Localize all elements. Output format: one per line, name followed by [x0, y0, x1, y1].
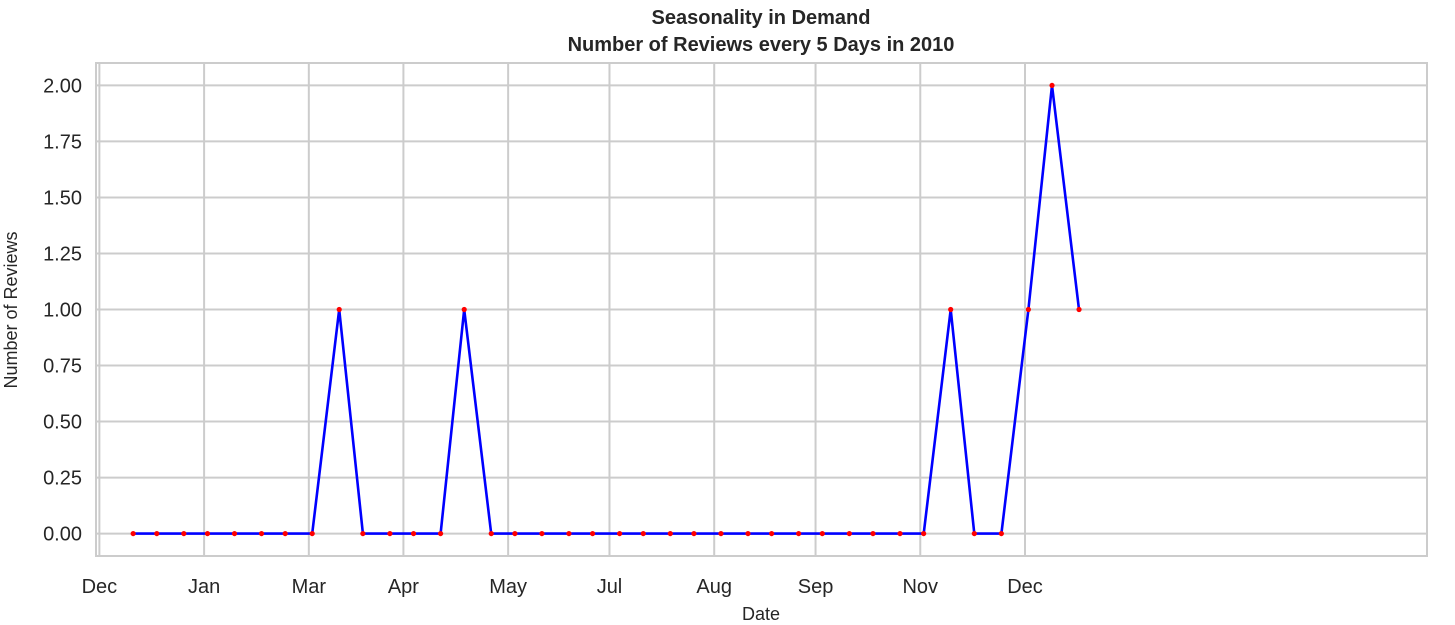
data-point — [948, 306, 954, 313]
data-point — [640, 530, 646, 537]
x-tick-label: May — [489, 576, 527, 598]
y-tick-label: 0.00 — [43, 524, 82, 546]
data-point — [539, 530, 545, 537]
data-point — [488, 530, 494, 537]
data-point — [512, 530, 518, 537]
y-tick-label: 0.75 — [43, 356, 82, 378]
data-point — [1025, 306, 1031, 313]
data-point — [769, 530, 775, 537]
data-point — [282, 530, 288, 537]
x-tick-label: Aug — [696, 576, 732, 598]
x-tick-label: Dec — [1007, 576, 1043, 598]
data-point — [745, 530, 751, 537]
data-point — [437, 530, 444, 537]
data-point — [387, 530, 393, 537]
data-point — [998, 530, 1004, 537]
data-point — [154, 530, 160, 537]
x-axis-label: Date — [742, 604, 780, 624]
data-point — [410, 530, 417, 537]
data-point — [1076, 306, 1082, 313]
x-tick-label: Apr — [388, 576, 419, 598]
data-point — [819, 530, 825, 537]
data-point — [589, 530, 596, 537]
y-axis-label: Number of Reviews — [1, 231, 21, 388]
y-tick-label: 2.00 — [43, 75, 82, 97]
data-point — [691, 530, 697, 537]
x-tick-labels: Dec Jan Mar Apr May Jul Aug Sep Nov Dec — [82, 576, 1043, 598]
data-point — [231, 530, 238, 537]
x-tick-label: Jul — [597, 576, 623, 598]
data-point — [461, 306, 467, 313]
chart-subtitle: Number of Reviews every 5 Days in 2010 — [568, 34, 955, 56]
x-tick-label: Jan — [188, 576, 220, 598]
plot-frame — [95, 62, 1428, 557]
y-tick-label: 1.00 — [43, 300, 82, 322]
data-point — [846, 530, 852, 537]
x-tick-label: Sep — [798, 576, 834, 598]
data-point — [258, 530, 265, 537]
data-point — [204, 530, 211, 537]
y-tick-label: 1.75 — [43, 131, 82, 153]
y-tick-label: 0.50 — [43, 412, 82, 434]
y-tick-label: 0.25 — [43, 468, 82, 490]
data-point — [897, 530, 903, 537]
data-point — [1049, 82, 1055, 89]
data-point — [921, 530, 927, 537]
data-point — [971, 530, 977, 537]
data-point — [796, 530, 802, 537]
x-tick-label: Nov — [902, 576, 938, 598]
data-point — [566, 530, 572, 537]
data-point — [309, 530, 315, 537]
data-point — [181, 530, 187, 537]
data-point — [667, 530, 673, 537]
data-point — [718, 530, 724, 537]
data-point — [360, 530, 366, 537]
data-point — [617, 530, 623, 537]
y-tick-label: 1.25 — [43, 243, 82, 265]
y-tick-label: 1.50 — [43, 187, 82, 209]
x-tick-label: Mar — [292, 576, 327, 598]
data-point — [130, 530, 136, 537]
data-point — [336, 306, 342, 313]
series-layer — [130, 82, 1082, 537]
x-tick-label: Dec — [82, 576, 118, 598]
y-tick-labels: 0.00 0.25 0.50 0.75 1.00 1.25 1.50 1.75 2.00 — [43, 75, 82, 545]
data-point — [870, 530, 876, 537]
series-line — [133, 84, 1081, 535]
chart-title: Seasonality in Demand — [652, 7, 871, 29]
